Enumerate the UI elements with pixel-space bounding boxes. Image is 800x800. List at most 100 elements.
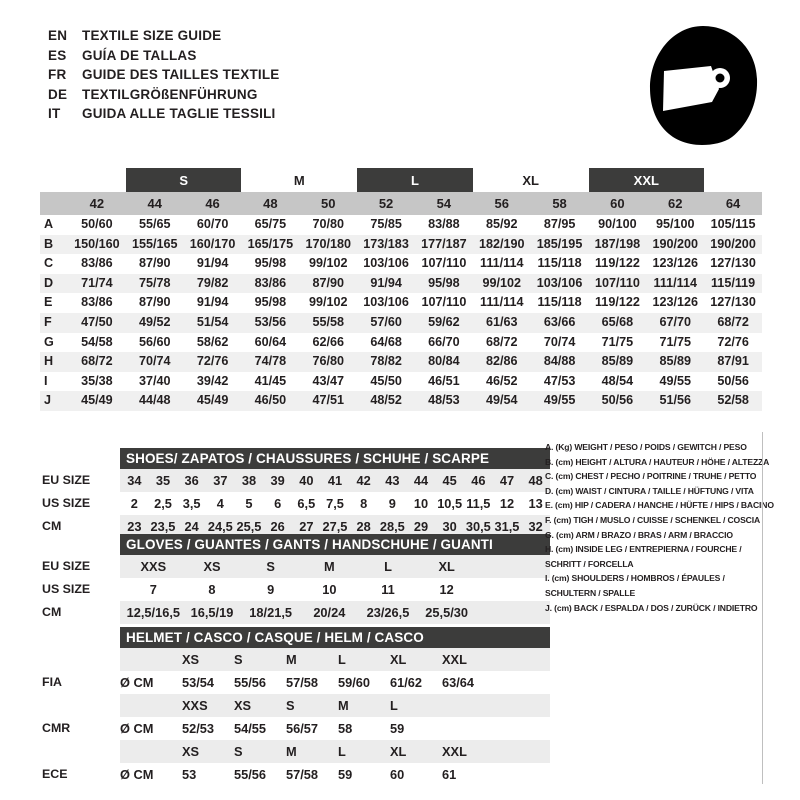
- size-band-l: L: [357, 168, 473, 192]
- row-label: US SIZE: [42, 582, 91, 596]
- table-cell: 83/86: [254, 275, 287, 290]
- helmet-standard-ece: ECE: [42, 767, 68, 781]
- table-cell: 59/62: [428, 314, 460, 329]
- table-row: EU SIZE XXS XS S M L XL: [42, 555, 550, 578]
- table-cell: 173/183: [363, 236, 409, 251]
- table-cell: 111/114: [480, 256, 524, 271]
- main-size-table-body: A 50/60 55/65 60/70 65/75 70/80 75/85 83/88 85/9…: [40, 215, 762, 411]
- table-cell: 9: [388, 496, 396, 511]
- table-cell: 83/88: [428, 217, 460, 231]
- table-cell: 60: [390, 767, 405, 782]
- row-label: EU SIZE: [42, 559, 91, 573]
- table-cell: 52/53: [182, 721, 215, 736]
- title-row-it: IT GUIDA ALLE TAGLIE TESSILI: [48, 104, 280, 124]
- eu-size-56: 56: [494, 196, 509, 211]
- table-cell: 39/42: [196, 373, 229, 388]
- helmet-size-label: XS: [234, 698, 252, 713]
- table-cell: 6: [274, 496, 282, 511]
- lang-title-en: TEXTILE SIZE GUIDE: [82, 28, 222, 43]
- table-cell: 45/50: [370, 373, 402, 388]
- table-cell: 11,5: [466, 496, 491, 511]
- table-cell: 119/122: [595, 295, 640, 310]
- table-cell: 39: [270, 473, 285, 488]
- table-row: E 83/86 87/90 91/94 95/98 99/102 103/106 107/11…: [40, 293, 762, 313]
- table-cell: 60/64: [254, 334, 287, 349]
- table-cell: 123/126: [652, 256, 698, 271]
- table-cell: 71/75: [601, 334, 634, 349]
- table-cell: 64/68: [370, 334, 402, 349]
- table-cell: 83/86: [81, 256, 113, 271]
- table-cell: 51/56: [659, 393, 691, 408]
- eu-number-row: 42 44 46 48 50 52 54 56 58 60 62 64: [40, 192, 762, 215]
- table-row: A 50/60 55/65 60/70 65/75 70/80 75/85 83/88 85/9…: [40, 215, 762, 235]
- table-cell: 53/54: [182, 675, 215, 690]
- table-cell: 25,5: [236, 519, 262, 534]
- row-label-c: C: [44, 256, 54, 271]
- table-cell: 41: [327, 473, 343, 488]
- table-cell: 90/100: [598, 217, 637, 231]
- helmet-table: HELMET / CASCO / CASQUE / HELM / CASCO X…: [42, 627, 550, 786]
- table-cell: 67/70: [659, 314, 691, 329]
- row-label-h: H: [44, 354, 54, 369]
- table-cell: 103/106: [363, 256, 409, 271]
- table-cell: 20/24: [313, 605, 346, 620]
- helmet-size-label: S: [234, 744, 243, 759]
- table-cell: 127/130: [710, 295, 756, 310]
- table-cell: 111/114: [480, 295, 524, 310]
- title-row-de: DE TEXTILGRÖßENFÜHRUNG: [48, 85, 280, 105]
- eu-size-60: 60: [610, 196, 625, 211]
- table-row: CM 12,5/16,5 16,5/19 18/21,5 20/24 23/26,5 25,…: [42, 601, 550, 624]
- table-cell: 12: [499, 496, 515, 511]
- table-cell: 115/119: [711, 275, 756, 290]
- table-cell: 78/82: [370, 354, 402, 369]
- table-row: I 35/38 37/40 39/42 41/45 43/47 45/50 46/51 46/5…: [40, 372, 762, 392]
- table-cell: 29: [413, 519, 429, 534]
- table-cell: 56/57: [286, 721, 319, 736]
- table-cell: 56/60: [138, 334, 171, 349]
- table-cell: 65/68: [601, 314, 634, 329]
- table-cell: 46: [471, 473, 486, 488]
- legend-line: E. (cm) HIP / CADERA / HANCHE / HÜFTE / …: [545, 500, 774, 511]
- helmet-size-label: L: [338, 652, 346, 667]
- table-cell: 43/47: [312, 373, 344, 388]
- table-cell: 2: [130, 496, 138, 511]
- table-cell: 59: [390, 721, 405, 736]
- helmet-unit-label: Ø CM: [120, 767, 154, 782]
- table-cell: 68/72: [717, 314, 749, 329]
- helmet-size-label: L: [390, 698, 398, 713]
- table-cell: 160/170: [189, 236, 236, 251]
- table-cell: 63/64: [442, 675, 475, 690]
- table-cell: 24,5: [207, 519, 233, 534]
- table-cell: 5: [245, 496, 253, 511]
- table-cell: 43: [385, 473, 400, 488]
- table-cell: 75/78: [138, 275, 171, 290]
- table-cell: 54/58: [81, 334, 113, 349]
- measurement-legend: A. (Kg) WEIGHT / PESO / POIDS / GEWITCH …: [545, 440, 774, 615]
- table-cell: 99/102: [308, 295, 348, 310]
- table-cell: 65/75: [254, 217, 287, 231]
- shoes-table: SHOES/ ZAPATOS / CHAUSSURES / SCHUHE / S…: [42, 448, 550, 538]
- table-cell: 44: [413, 473, 429, 488]
- table-cell: 95/98: [254, 256, 287, 271]
- table-cell: 155/165: [131, 236, 178, 251]
- table-cell: 79/82: [196, 275, 229, 290]
- helmet-standard-fia: FIA: [42, 675, 62, 689]
- table-cell: 24: [184, 519, 199, 534]
- helmet-unit-label: Ø CM: [120, 675, 154, 690]
- table-cell: 45/49: [81, 393, 113, 408]
- table-row: EU SIZE 34 35 36 37 38 39 40 41 42 43 44 45 46 47 48: [42, 469, 550, 492]
- table-cell: 26: [270, 519, 285, 534]
- table-cell: 99/102: [482, 275, 521, 290]
- helmet-size-label: XXL: [442, 744, 467, 759]
- table-row: CM 23 23,5 24 24,5 25,5 26 27 27,5 28 28,5 29 30 30,5…: [42, 515, 550, 538]
- helmet-size-label: M: [286, 744, 297, 759]
- table-cell: 45/49: [196, 393, 229, 408]
- table-cell: 71/74: [81, 275, 113, 290]
- lang-code-de: DE: [48, 86, 68, 102]
- row-label-d: D: [44, 275, 54, 290]
- table-cell: 8: [208, 582, 216, 597]
- helmet-table-body: XS S M L XL XXL FIA Ø CM 53/54 55/56 57/58 59/60 61/…: [42, 648, 550, 786]
- eu-size-62: 62: [668, 196, 683, 211]
- helmet-size-label: XS: [182, 744, 200, 759]
- table-cell: 55/58: [312, 314, 344, 329]
